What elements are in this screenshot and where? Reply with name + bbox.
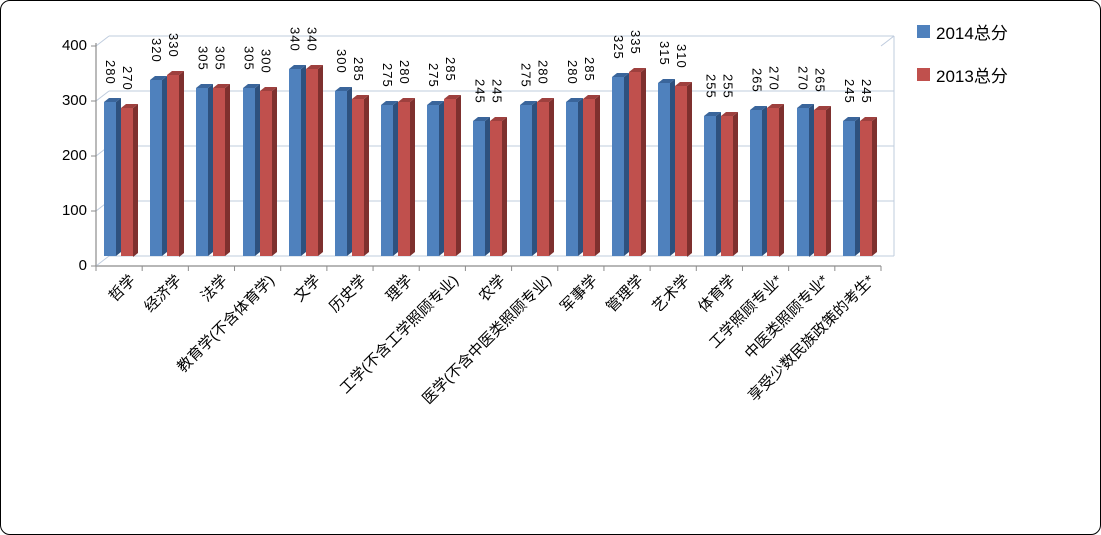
gridline-diagonal — [95, 90, 110, 102]
legend-label-2013: 2013总分 — [936, 67, 1008, 86]
y-tick-label: 400 — [61, 37, 87, 54]
legend-swatch-2014 — [917, 25, 930, 38]
bar-front-2013总分-享受少数民族政策的考生* — [859, 121, 872, 256]
data-label-2013总分-农学: 245 — [489, 79, 505, 104]
bar-front-2013总分-文学 — [305, 69, 318, 256]
bar-front-2014总分-工学照顾专业* — [750, 110, 763, 256]
data-label-2014总分-农学: 245 — [472, 79, 488, 104]
data-label-2014总分-医学(不含中医类照顾专业): 275 — [518, 62, 534, 88]
bar-front-2014总分-历史学 — [334, 91, 347, 256]
floor-left-edge — [95, 255, 110, 267]
data-label-2014总分-法学: 305 — [195, 46, 211, 71]
bar-front-2013总分-理学 — [398, 102, 411, 256]
data-label-2014总分-历史学: 300 — [333, 49, 349, 74]
bar-front-2013总分-军事学 — [582, 99, 595, 256]
data-label-2013总分-享受少数民族政策的考生*: 245 — [858, 79, 874, 104]
y-tick-label: 200 — [61, 147, 87, 164]
bar-front-2014总分-农学 — [473, 121, 486, 256]
data-label-2013总分-军事学: 285 — [581, 57, 597, 82]
data-label-2013总分-管理学: 335 — [627, 29, 643, 55]
bar-front-2014总分-文学 — [288, 69, 301, 256]
data-label-2014总分-艺术学: 315 — [657, 40, 673, 66]
data-label-2014总分-管理学: 325 — [610, 35, 626, 60]
data-label-2014总分-教育学(不含体育学): 305 — [241, 46, 257, 71]
bar-front-2013总分-艺术学 — [675, 85, 688, 256]
bar-front-2014总分-理学 — [381, 104, 394, 256]
bar-front-2014总分-军事学 — [565, 102, 578, 256]
data-label-2014总分-理学: 275 — [380, 62, 396, 88]
legend-item-2014: 2014总分 — [917, 19, 1097, 44]
data-label-2014总分-体育学: 255 — [703, 73, 719, 99]
bar-front-2014总分-管理学 — [611, 77, 624, 256]
legend: 2014总分 2013总分 — [917, 19, 1097, 105]
data-label-2013总分-中医类照顾专业*: 265 — [812, 68, 828, 93]
y-tick-label: 300 — [61, 92, 87, 109]
bar-front-2013总分-经济学 — [167, 74, 180, 256]
bar-front-2013总分-哲学 — [121, 107, 133, 256]
data-label-2013总分-文学: 340 — [304, 27, 320, 52]
data-label-2013总分-艺术学: 310 — [674, 43, 690, 69]
bar-front-2013总分-中医类照顾专业* — [813, 110, 826, 256]
data-label-2013总分-历史学: 285 — [350, 57, 366, 82]
data-label-2014总分-工学照顾专业*: 265 — [749, 68, 765, 93]
x-category-label: 哲学 — [105, 272, 140, 306]
data-label-2013总分-理学: 280 — [397, 60, 413, 85]
bar-front-2014总分-艺术学 — [658, 82, 671, 256]
bar-front-2014总分-哲学 — [104, 102, 116, 256]
data-label-2013总分-经济学: 330 — [166, 32, 182, 58]
data-label-2013总分-法学: 305 — [212, 46, 228, 71]
bar-front-2013总分-教育学(不含体育学) — [259, 91, 272, 256]
y-tick-label: 0 — [78, 257, 87, 274]
bar-front-2014总分-工学(不含工学照顾专业) — [427, 104, 440, 256]
data-label-2014总分-享受少数民族政策的考生*: 245 — [841, 79, 857, 104]
bar-front-2014总分-体育学 — [704, 115, 717, 256]
legend-label-2014: 2014总分 — [936, 24, 1008, 43]
data-label-2013总分-工学照顾专业*: 270 — [766, 65, 782, 91]
data-label-2014总分-工学(不含工学照顾专业): 275 — [426, 62, 442, 88]
bar-front-2013总分-工学(不含工学照顾专业) — [444, 99, 457, 256]
bar-front-2014总分-医学(不含中医类照顾专业) — [519, 104, 532, 256]
data-label-2014总分-军事学: 280 — [564, 60, 580, 85]
data-label-2014总分-经济学: 320 — [149, 38, 165, 63]
data-label-2013总分-医学(不含中医类照顾专业): 280 — [535, 60, 551, 85]
data-label-2013总分-教育学(不含体育学): 300 — [258, 49, 274, 74]
data-label-2013总分-工学(不含工学照顾专业): 285 — [443, 57, 459, 82]
gridline-diagonal — [95, 35, 110, 47]
legend-swatch-2013 — [917, 68, 930, 81]
data-label-2013总分-体育学: 255 — [720, 73, 736, 99]
bar-front-2013总分-工学照顾专业* — [767, 107, 780, 256]
bar-front-2013总分-管理学 — [628, 71, 641, 256]
bar-front-2014总分-中医类照顾专业* — [796, 107, 809, 256]
bar-front-2013总分-医学(不含中医类照顾专业) — [536, 102, 549, 256]
bar-front-2014总分-经济学 — [150, 80, 163, 256]
bar-front-2014总分-教育学(不含体育学) — [242, 88, 255, 256]
top-right-diagonal — [880, 35, 895, 47]
bar-front-2013总分-体育学 — [721, 115, 734, 256]
legend-item-2013: 2013总分 — [917, 62, 1097, 87]
data-label-2014总分-哲学: 280 — [103, 60, 118, 85]
bar-front-2013总分-法学 — [213, 88, 226, 256]
bar-front-2014总分-法学 — [196, 88, 209, 256]
data-label-2014总分-中医类照顾专业*: 270 — [795, 65, 811, 91]
data-label-2013总分-哲学: 270 — [120, 65, 135, 91]
bar-front-2014总分-享受少数民族政策的考生* — [842, 121, 855, 256]
bar-front-2013总分-农学 — [490, 121, 503, 256]
bar-front-2013总分-历史学 — [351, 99, 364, 256]
y-tick-label: 100 — [61, 202, 87, 219]
data-label-2014总分-文学: 340 — [287, 27, 303, 52]
